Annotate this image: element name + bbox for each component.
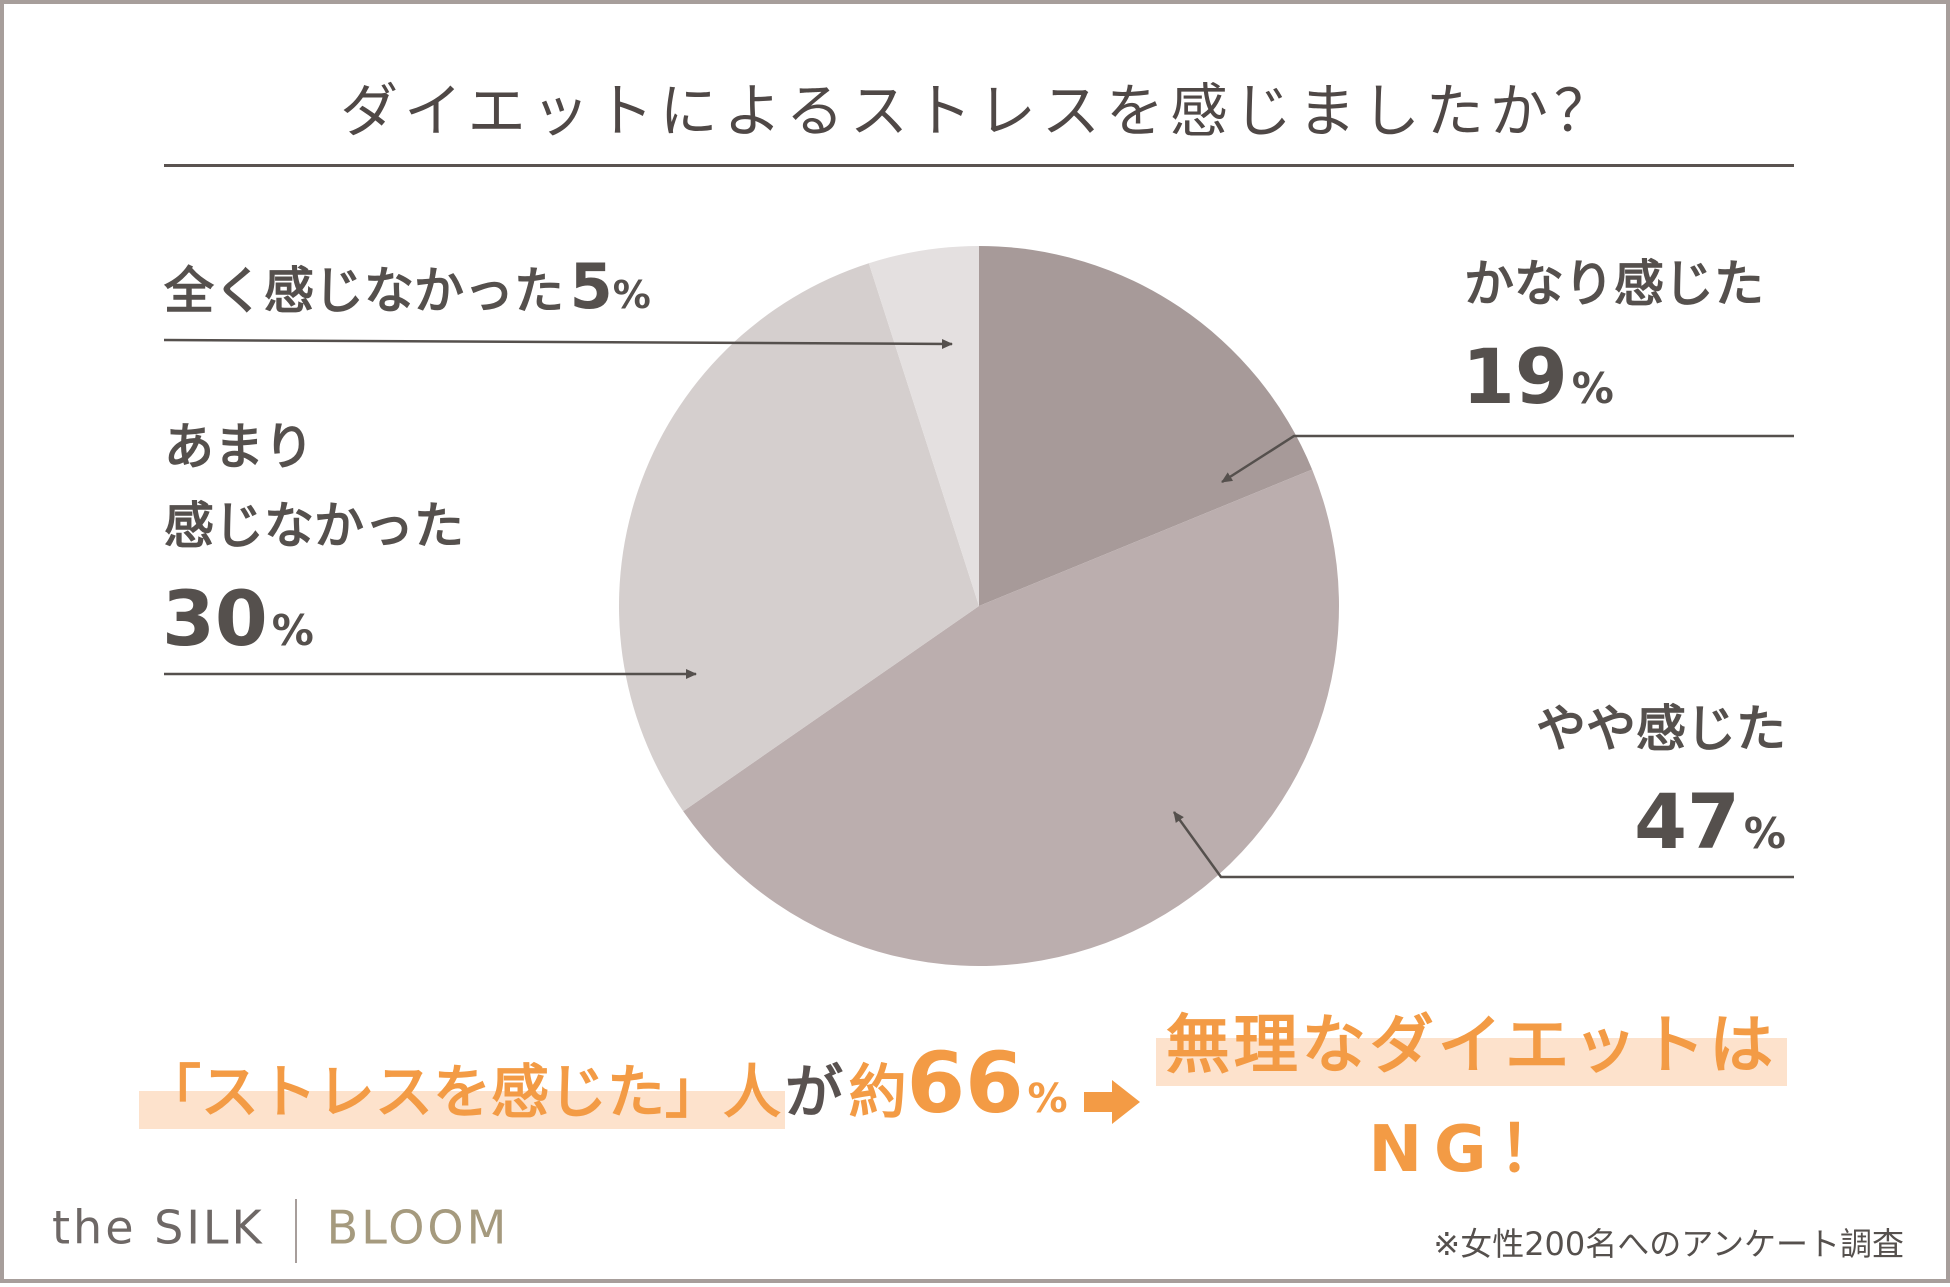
label-none-value: 5: [569, 250, 613, 323]
label-some-percent-sign: %: [1743, 809, 1786, 858]
arrow-right-icon: [1083, 1079, 1140, 1124]
label-some-pct: 47%: [1634, 784, 1786, 860]
title-divider: [164, 164, 1794, 167]
leader-lines: [163, 338, 1794, 879]
leader-line-some: [1172, 811, 1794, 879]
pie-slice-little: [619, 263, 979, 812]
label-little-value: 30: [162, 574, 268, 663]
pie-slice-some: [683, 469, 1339, 967]
conclusion-line1: 無理なダイエットは: [1155, 994, 1788, 1086]
label-strong-pct: 19%: [1462, 339, 1614, 415]
label-none-percent-sign: %: [612, 273, 651, 317]
pie-slice-none: [868, 246, 979, 606]
summary-yaku: 約: [848, 1058, 907, 1126]
label-little-percent-sign: %: [271, 606, 314, 655]
summary-ga: が: [785, 1058, 844, 1126]
leader-line-none: [163, 338, 953, 349]
conclusion: 無理なダイエットは NG！: [1149, 994, 1794, 1190]
chart-title: ダイエットによるストレスを感じましたか？: [340, 77, 1618, 145]
label-strong-value: 19: [1462, 332, 1568, 421]
label-none-name: 全く感じなかった: [164, 262, 564, 320]
footnote: ※女性200名へのアンケート調査: [1433, 1225, 1904, 1263]
summary-statement: 「ストレスを感じた」人が 約66%: [139, 1034, 1150, 1132]
label-strong-name: かなり感じた: [1464, 255, 1764, 313]
label-little-name-line1: あまり: [164, 418, 314, 476]
label-some-value: 47: [1634, 777, 1740, 866]
summary-quote: 「ストレスを感じた」人: [139, 1045, 786, 1129]
pie-chart: [163, 246, 1794, 967]
label-little-name-line2: 感じなかった: [164, 497, 464, 555]
summary-value: 66: [906, 1034, 1024, 1132]
pie-slice-strong: [979, 246, 1313, 606]
brand-left: the SILK: [52, 1200, 265, 1255]
conclusion-line2: NG！: [1368, 1113, 1575, 1187]
brand-right: BLOOM: [326, 1200, 510, 1255]
label-none: 全く感じなかった 5%: [164, 256, 651, 318]
brand-divider: [294, 1199, 297, 1263]
pie-slices: [619, 246, 1339, 967]
brand-logo: the SILK BLOOM: [52, 1199, 509, 1263]
leader-line-strong: [1221, 434, 1794, 484]
summary-percent-sign: %: [1027, 1076, 1068, 1122]
label-little-pct: 30%: [162, 581, 314, 657]
label-some-name: やや感じた: [1536, 700, 1786, 758]
label-strong-percent-sign: %: [1571, 364, 1614, 413]
